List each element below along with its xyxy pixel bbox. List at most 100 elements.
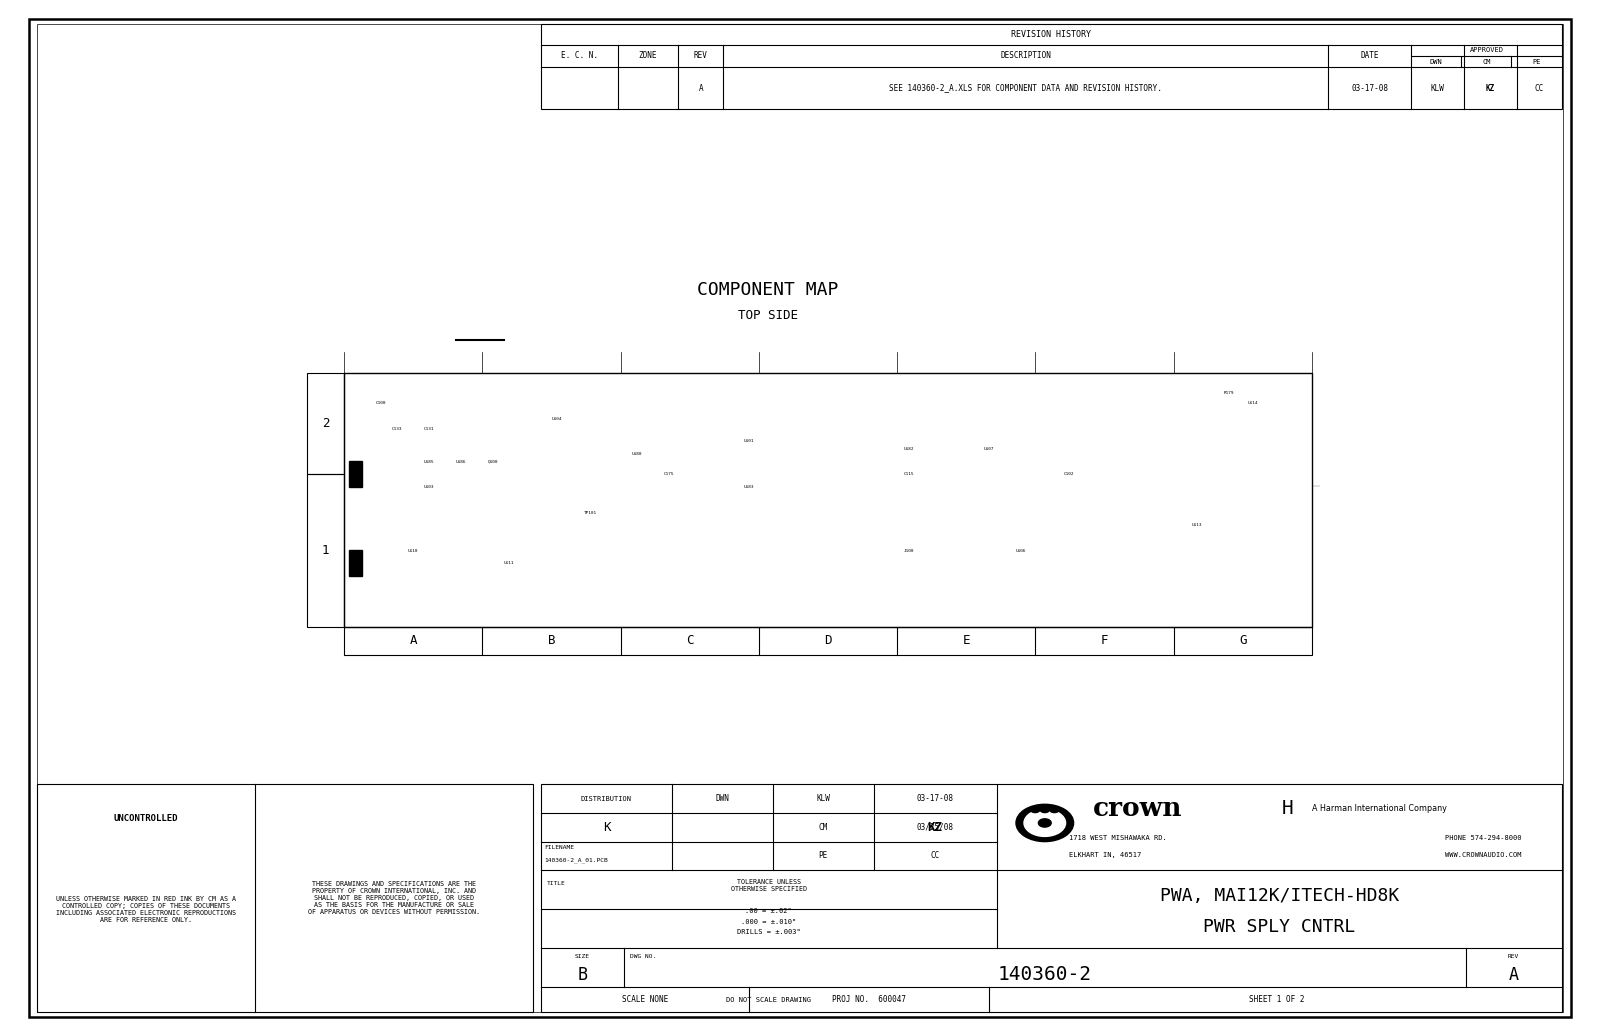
Bar bbox=[782, 398, 789, 402]
Text: D: D bbox=[824, 634, 832, 648]
Bar bbox=[934, 421, 962, 426]
Text: B: B bbox=[547, 634, 555, 648]
Bar bbox=[1061, 391, 1067, 396]
Bar bbox=[978, 557, 982, 560]
Text: COMPONENT MAP: COMPONENT MAP bbox=[698, 281, 838, 299]
Bar bbox=[1074, 513, 1082, 517]
Circle shape bbox=[1024, 809, 1066, 836]
Bar bbox=[539, 403, 542, 405]
Bar bbox=[786, 514, 806, 519]
Bar bbox=[933, 603, 962, 610]
Text: G: G bbox=[1238, 634, 1246, 648]
Text: U110: U110 bbox=[408, 549, 419, 552]
Text: C: C bbox=[686, 634, 693, 648]
Text: PE: PE bbox=[819, 852, 827, 861]
Text: C175: C175 bbox=[664, 472, 675, 477]
Bar bbox=[850, 486, 877, 497]
Text: DO NOT SCALE DRAWING: DO NOT SCALE DRAWING bbox=[726, 997, 811, 1003]
Text: CC: CC bbox=[1534, 84, 1544, 92]
Text: E. C. N.: E. C. N. bbox=[560, 52, 598, 60]
Bar bbox=[1024, 598, 1043, 605]
Text: 1718 WEST MISHAWAKA RD.: 1718 WEST MISHAWAKA RD. bbox=[1069, 835, 1166, 840]
Bar bbox=[1142, 448, 1168, 460]
Text: 140360-2: 140360-2 bbox=[998, 966, 1091, 984]
Bar bbox=[846, 576, 853, 580]
Bar bbox=[659, 472, 680, 484]
Text: DESCRIPTION: DESCRIPTION bbox=[1000, 52, 1051, 60]
Bar bbox=[1032, 429, 1054, 434]
Bar bbox=[389, 503, 392, 507]
Bar bbox=[622, 579, 634, 583]
Text: U183: U183 bbox=[744, 485, 755, 489]
Bar bbox=[1016, 513, 1042, 521]
Bar bbox=[818, 393, 822, 395]
Text: U106: U106 bbox=[1016, 549, 1027, 552]
Bar bbox=[965, 396, 979, 403]
Text: C102: C102 bbox=[1064, 472, 1075, 477]
Text: E: E bbox=[963, 634, 970, 648]
Bar bbox=[366, 512, 374, 516]
Text: REV: REV bbox=[694, 52, 707, 60]
Bar bbox=[1186, 579, 1206, 589]
Bar bbox=[1040, 595, 1058, 599]
Text: U101: U101 bbox=[744, 439, 755, 443]
Text: U103: U103 bbox=[424, 485, 435, 489]
Text: DWN: DWN bbox=[1430, 59, 1443, 64]
Text: PWA, MAI12K/ITECH-HD8K: PWA, MAI12K/ITECH-HD8K bbox=[1160, 887, 1398, 904]
Text: FILENAME: FILENAME bbox=[544, 844, 574, 850]
Bar bbox=[728, 437, 739, 449]
Bar bbox=[530, 484, 557, 492]
Text: TP101: TP101 bbox=[584, 511, 597, 515]
Bar bbox=[978, 540, 981, 543]
Text: CM: CM bbox=[819, 823, 827, 832]
Bar bbox=[653, 505, 661, 510]
Bar bbox=[530, 517, 547, 528]
Bar bbox=[470, 573, 477, 578]
Text: F: F bbox=[1101, 634, 1109, 648]
Bar bbox=[486, 555, 499, 559]
Bar bbox=[866, 613, 870, 616]
Circle shape bbox=[1040, 806, 1050, 812]
Bar bbox=[552, 418, 557, 422]
Bar bbox=[618, 491, 643, 501]
Bar bbox=[566, 553, 595, 558]
Bar bbox=[1048, 541, 1053, 544]
Bar bbox=[573, 445, 578, 448]
Bar bbox=[736, 601, 757, 606]
Bar bbox=[560, 512, 565, 516]
Bar bbox=[370, 515, 376, 519]
Bar bbox=[1179, 433, 1192, 438]
Bar bbox=[682, 528, 690, 533]
Bar bbox=[474, 423, 493, 433]
Bar bbox=[1061, 551, 1067, 555]
Bar bbox=[1210, 398, 1214, 400]
Bar bbox=[395, 536, 402, 540]
Bar bbox=[557, 551, 568, 556]
Text: A: A bbox=[410, 634, 418, 648]
Bar bbox=[669, 580, 675, 583]
Bar bbox=[806, 586, 810, 588]
Bar bbox=[923, 445, 950, 452]
Bar bbox=[870, 547, 890, 555]
Text: A: A bbox=[699, 84, 702, 92]
Bar bbox=[373, 498, 378, 501]
Text: 03-17-08: 03-17-08 bbox=[1350, 84, 1389, 92]
Bar bbox=[1133, 598, 1157, 604]
Circle shape bbox=[1050, 806, 1059, 812]
Text: REVISION HISTORY: REVISION HISTORY bbox=[1011, 30, 1091, 38]
Text: C100: C100 bbox=[376, 401, 387, 405]
Text: PROJ NO.  600047: PROJ NO. 600047 bbox=[832, 996, 906, 1004]
Bar bbox=[720, 401, 731, 411]
Bar bbox=[1200, 497, 1221, 508]
Bar bbox=[792, 588, 797, 592]
Text: U114: U114 bbox=[1248, 401, 1259, 405]
Bar bbox=[965, 449, 971, 453]
Bar bbox=[398, 415, 411, 424]
Text: DISTRIBUTION: DISTRIBUTION bbox=[581, 796, 632, 802]
Bar bbox=[883, 387, 912, 395]
Bar bbox=[763, 576, 774, 580]
Bar bbox=[995, 505, 1011, 512]
Bar bbox=[355, 488, 384, 491]
Text: U113: U113 bbox=[1192, 523, 1203, 527]
Bar bbox=[632, 611, 637, 614]
